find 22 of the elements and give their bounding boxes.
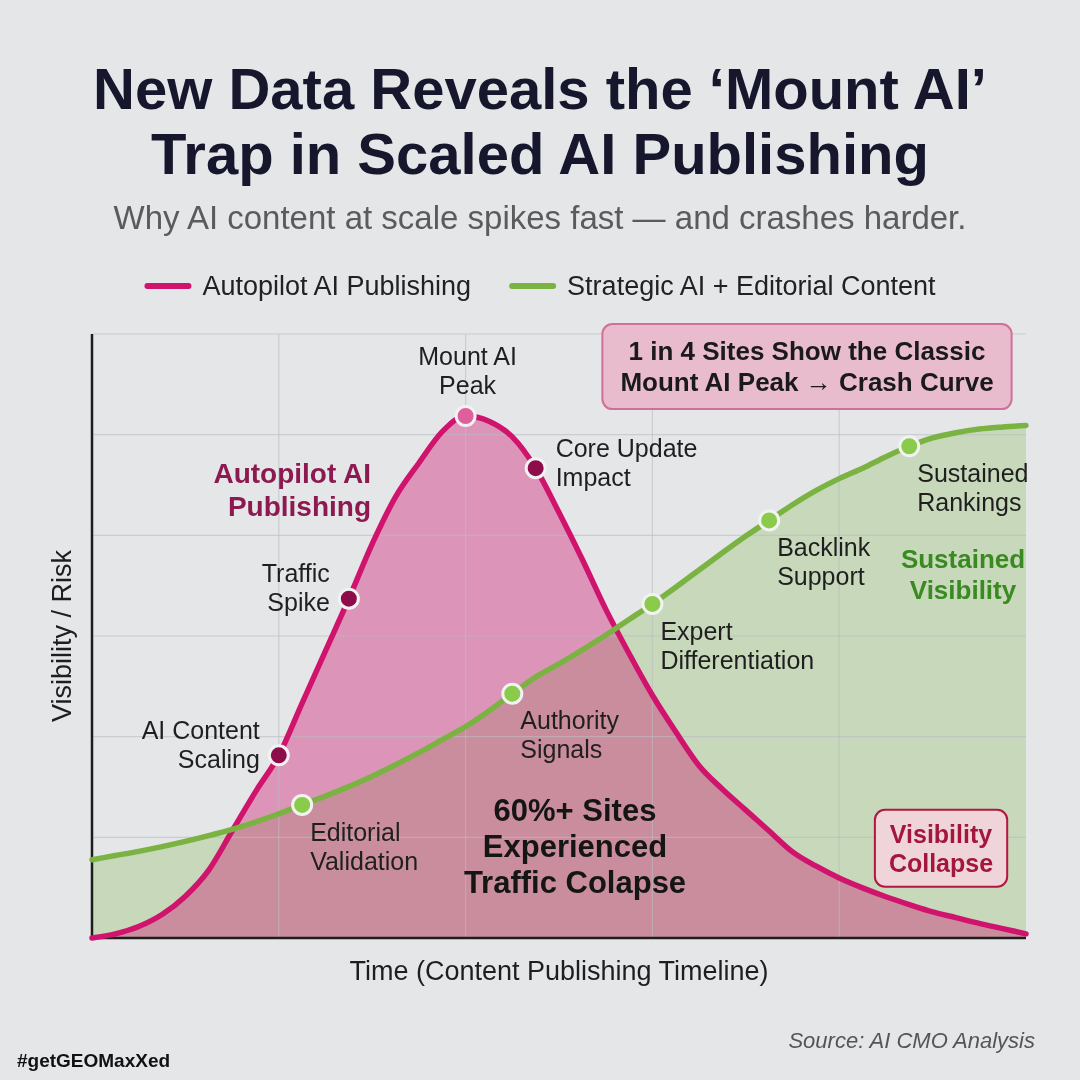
text: #getGEOMaxXed (17, 1049, 171, 1071)
annotation: 60%+ Sites Experienced Traffic Colapse (463, 792, 687, 900)
annotation: Sustained Visibility (900, 544, 1026, 606)
y-axis-title: Visibility / Risk (47, 549, 78, 723)
annotation: Backlink Support (777, 533, 871, 591)
annotation: Expert Differentiation (660, 616, 815, 674)
chart-subtitle: Why AI content at scale spikes fast — and crashes harder. (113, 198, 967, 236)
annotation: Autopilot AI Publishing (213, 457, 371, 522)
annotation: Editorial Validation (310, 817, 419, 875)
x-axis-title: Time (Content Publishing Timeline) (349, 956, 769, 987)
text: Mount AI Peak (418, 341, 517, 399)
source-note: Source: AI CMO Analysis (788, 1027, 1035, 1053)
annotation: Visibility Collapse (888, 819, 994, 877)
annotation: Traffic Spike (261, 559, 330, 617)
chart-title: New Data Reveals the ‘Mount AI’ Trap in Scaled AI Publishing (93, 56, 987, 187)
annotation: Authority Signals (520, 706, 620, 764)
annotation: AI Content Scaling (141, 716, 260, 774)
text: 1 in 4 Sites Show the Classic Mount AI Peak → Crash Curve (620, 336, 994, 398)
annotation: Sustained Rankings (917, 459, 1029, 517)
legend-label: Autopilot AI Publishing (202, 271, 472, 302)
annotation: Core Update Impact (555, 433, 698, 491)
legend-label: Strategic AI + Editorial Content (567, 271, 937, 302)
